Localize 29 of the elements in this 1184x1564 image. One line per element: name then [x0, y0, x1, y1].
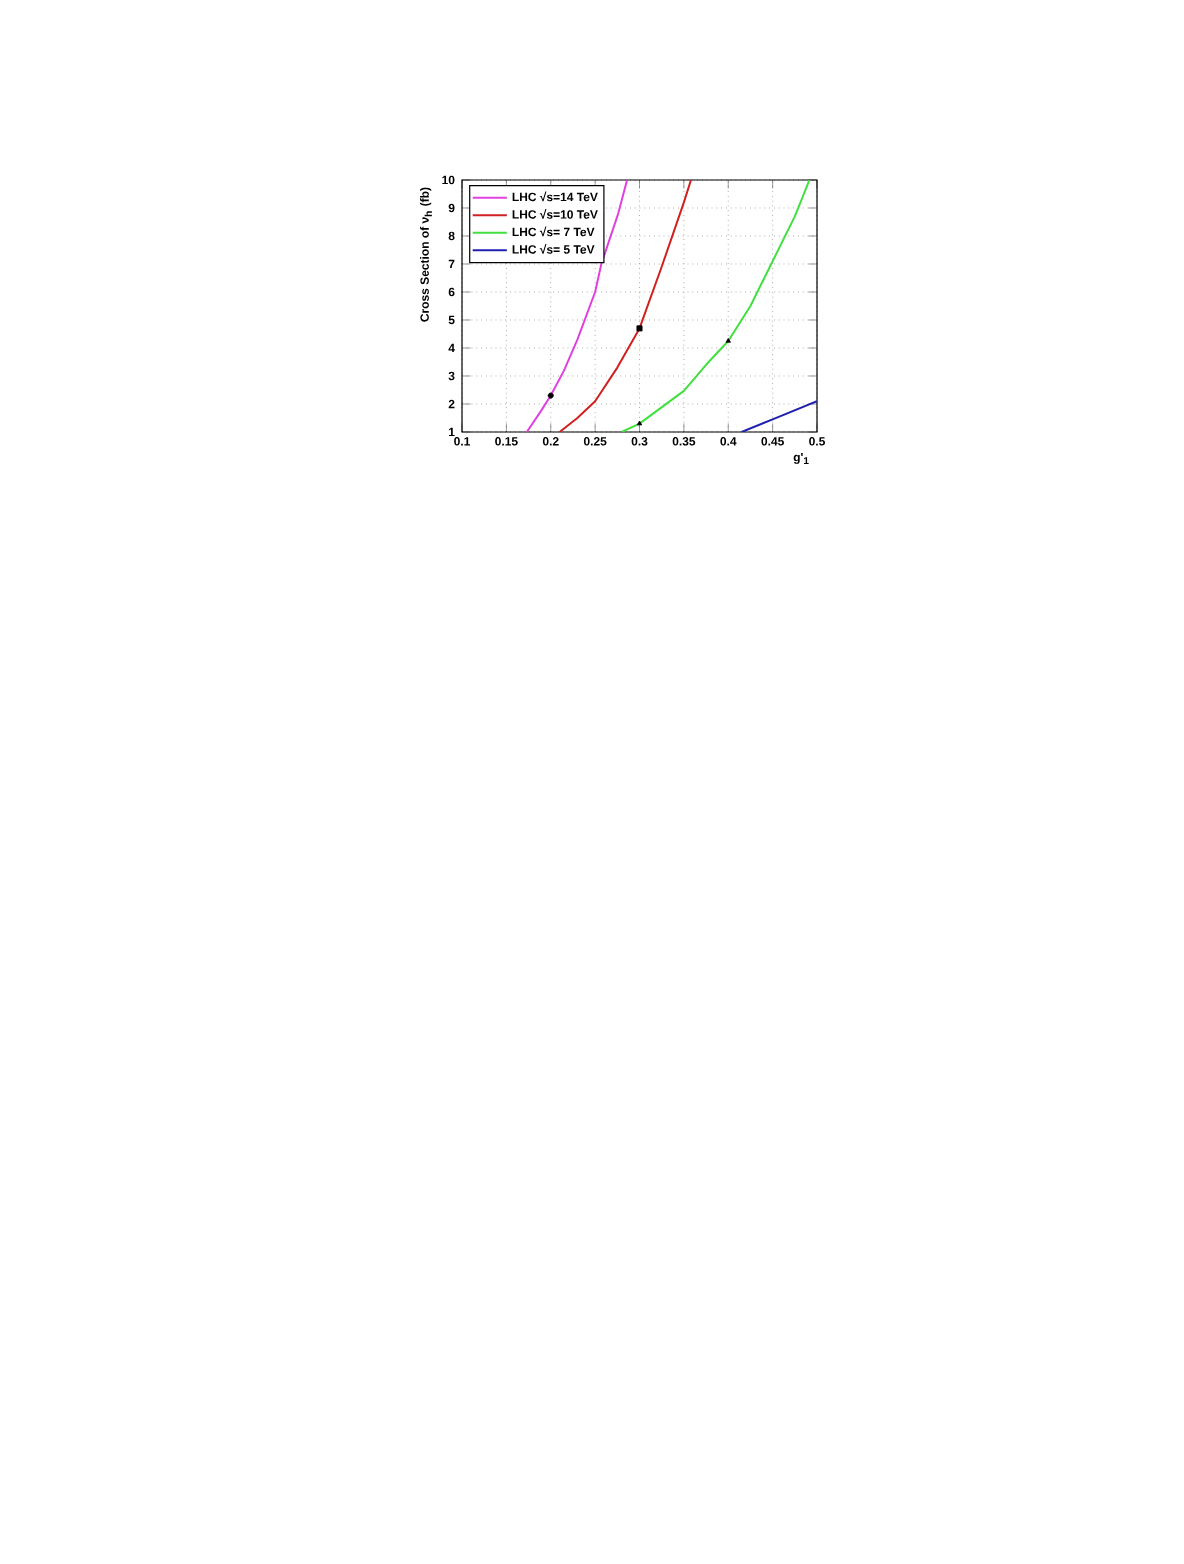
point [636, 325, 643, 332]
legend-label: LHC √s= 7 TeV [512, 226, 595, 237]
point [547, 392, 554, 399]
y-tick-label: 5 [448, 315, 455, 325]
y-tick-label: 2 [448, 399, 455, 409]
x-tick-label: 0.2 [542, 437, 559, 446]
y-tick-label: 1 [449, 427, 455, 437]
x-tick-label: 0.4 [720, 437, 737, 446]
x-tick-label: 0.1 [454, 437, 471, 446]
legend-label: LHC √s=14 TeV [512, 191, 598, 202]
x-tick-label: 0.15 [495, 437, 518, 446]
legend-label: LHC √s= 5 TeV [512, 244, 595, 254]
y-tick-label: 10 [442, 175, 455, 185]
y-axis-title: Cross Section of ν$_{h}$ (fb) [420, 187, 432, 322]
y-tick-label: 3 [448, 371, 455, 381]
y-tick-label: 9 [448, 203, 455, 213]
x-tick-label: 0.35 [672, 437, 696, 446]
x-tick-label: 0.45 [761, 437, 784, 446]
y-tick-label: 4 [448, 343, 455, 353]
y-tick-label: 7 [448, 259, 455, 269]
x-axis-title: g'$_{1}$ [793, 453, 809, 465]
point [725, 337, 731, 343]
x-tick-label: 0.3 [631, 437, 648, 446]
legend-label: LHC √s=10 TeV [512, 209, 598, 219]
y-tick-label: 8 [448, 231, 455, 241]
y-tick-label: 6 [448, 287, 455, 297]
x-tick-label: 0.5 [809, 437, 825, 446]
x-tick-label: 0.25 [583, 437, 607, 446]
point [636, 420, 643, 426]
